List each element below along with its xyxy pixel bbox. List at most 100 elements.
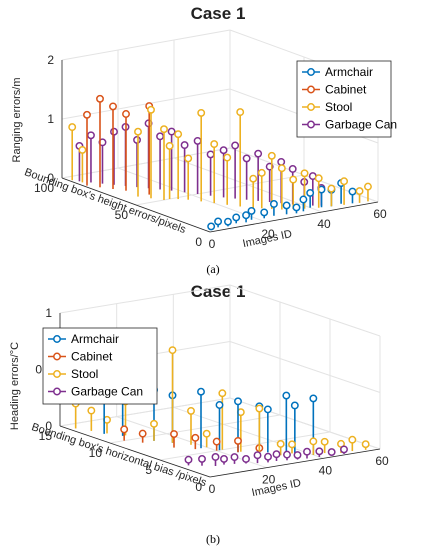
legend-label-armchair: Armchair	[325, 65, 373, 79]
marker-cabinet	[191, 433, 200, 442]
y-axis-label: Bounding box's height errors/pixels	[23, 166, 188, 236]
marker-stool	[320, 437, 329, 446]
marker-garbage-can	[315, 447, 324, 456]
z-tick-label: 0	[45, 419, 52, 433]
series-group	[68, 94, 372, 231]
z-tick-label: 1	[47, 112, 54, 126]
legend-marker-garbage-can	[307, 120, 315, 129]
x-axis-line	[209, 448, 381, 478]
grid-line	[109, 414, 281, 444]
marker-stool	[202, 429, 211, 438]
marker-stool	[150, 419, 158, 428]
legend-label-stool: Stool	[325, 100, 352, 114]
marker-stool	[134, 127, 142, 136]
grid-line	[229, 284, 381, 337]
marker-armchair	[234, 397, 242, 406]
marker-cabinet	[96, 94, 104, 103]
marker-stool	[187, 406, 195, 415]
marker-armchair	[214, 217, 223, 226]
marker-garbage-can	[206, 150, 215, 159]
marker-cabinet	[138, 429, 147, 438]
marker-stool	[236, 108, 245, 117]
marker-armchair	[224, 217, 232, 226]
marker-stool	[257, 168, 266, 177]
marker-garbage-can	[288, 165, 297, 173]
marker-garbage-can	[293, 451, 302, 459]
z-tick-label: 0	[47, 171, 54, 185]
y-axis-line	[61, 177, 211, 233]
marker-stool	[249, 174, 258, 183]
legend: Armchair Cabinet Stool Garbage Can	[42, 327, 158, 405]
marker-armchair	[290, 401, 299, 410]
y-tick-label: 0	[195, 480, 202, 494]
legend-marker-cabinet	[307, 85, 315, 94]
chart-title: Case 1	[191, 4, 246, 23]
legend-marker-cabinet	[53, 352, 61, 361]
legend-label-garbage-can: Garbage Can	[325, 118, 397, 132]
x-tick-label: 40	[319, 463, 333, 477]
marker-stool	[348, 435, 357, 444]
marker-stool	[276, 440, 285, 448]
marker-garbage-can	[283, 450, 291, 459]
marker-armchair	[299, 195, 308, 204]
z-axis-label: Heading errors/°C	[9, 342, 21, 430]
y-axis-line	[59, 425, 211, 478]
marker-garbage-can	[219, 146, 228, 155]
marker-garbage-can	[242, 154, 251, 163]
legend-marker-garbage-can	[53, 387, 61, 396]
marker-stool	[78, 146, 87, 154]
marker-armchair	[197, 387, 205, 396]
x-tick-label: 0	[209, 482, 216, 496]
marker-stool	[288, 440, 296, 449]
marker-garbage-can	[220, 455, 228, 463]
x-tick-label: 40	[317, 217, 331, 231]
marker-cabinet	[120, 425, 129, 434]
marker-stool	[165, 141, 174, 150]
marker-stool	[210, 140, 219, 149]
marker-garbage-can	[110, 127, 118, 136]
marker-garbage-can	[264, 452, 272, 461]
marker-armchair	[269, 200, 278, 208]
grid-line	[229, 397, 381, 450]
marker-stool	[197, 108, 206, 117]
marker-garbage-can	[87, 131, 95, 140]
marker-stool	[218, 389, 227, 398]
z-tick-label: 2	[47, 53, 54, 67]
marker-garbage-can	[184, 455, 193, 464]
marker-armchair	[292, 203, 301, 212]
marker-stool	[223, 153, 232, 162]
panel-caption: (b)	[206, 532, 220, 546]
grid-line	[135, 174, 305, 206]
marker-garbage-can	[303, 447, 311, 456]
marker-stool	[68, 123, 77, 132]
marker-armchair	[282, 391, 291, 400]
y-tick-label: 10	[89, 446, 103, 460]
marker-garbage-can	[167, 127, 176, 136]
x-tick-label: 60	[373, 207, 387, 221]
marker-stool	[147, 105, 155, 114]
legend-marker-stool	[53, 370, 61, 378]
marker-armchair	[260, 208, 269, 217]
marker-stool	[364, 182, 372, 191]
marker-armchair	[306, 188, 315, 197]
marker-garbage-can	[133, 135, 141, 144]
chart-title: Case 1	[191, 282, 246, 301]
marker-stool	[340, 177, 349, 186]
marker-garbage-can	[231, 141, 240, 150]
marker-garbage-can	[156, 132, 165, 141]
grid-line	[61, 29, 231, 61]
panel-caption: (a)	[206, 262, 219, 276]
marker-garbage-can	[193, 136, 202, 145]
marker-armchair	[242, 211, 251, 220]
marker-armchair	[207, 222, 216, 231]
marker-stool	[255, 404, 264, 413]
marker-garbage-can	[230, 453, 239, 462]
legend: Armchair Cabinet Stool Garbage Can	[296, 60, 397, 138]
marker-cabinet	[109, 102, 117, 111]
marker-garbage-can	[242, 455, 250, 463]
marker-stool	[289, 175, 298, 184]
marker-armchair	[309, 394, 318, 403]
marker-stool	[168, 346, 177, 355]
